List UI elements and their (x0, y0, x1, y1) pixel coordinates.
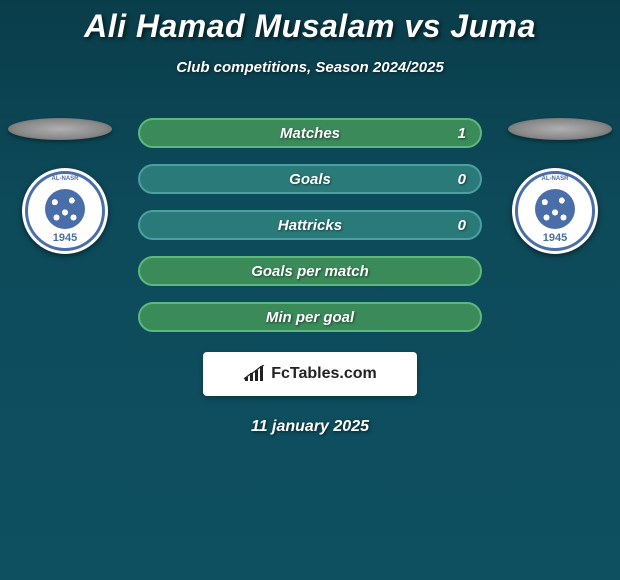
stat-rows: Matches 1 Goals 0 Hattricks 0 Goals per … (138, 118, 482, 332)
brand-box: FcTables.com (203, 352, 417, 396)
page-title: Ali Hamad Musalam vs Juma (0, 8, 620, 45)
club-year-right: 1945 (543, 232, 567, 244)
player-placeholder-left (8, 118, 112, 140)
stat-row-goals-per-match: Goals per match (138, 256, 482, 286)
date-text: 11 january 2025 (0, 418, 620, 436)
subtitle: Club competitions, Season 2024/2025 (0, 59, 620, 76)
club-badge-right: AL-NASR 1945 (512, 168, 598, 254)
club-year-left: 1945 (53, 232, 77, 244)
stat-row-hattricks: Hattricks 0 (138, 210, 482, 240)
soccer-ball-icon (45, 189, 85, 229)
stat-label-matches: Matches (280, 125, 340, 142)
stat-label-hattricks: Hattricks (278, 217, 342, 234)
infographic-container: Ali Hamad Musalam vs Juma Club competiti… (0, 0, 620, 436)
stat-right-hattricks: 0 (458, 217, 466, 234)
stat-label-mpg: Min per goal (266, 309, 354, 326)
stat-row-matches: Matches 1 (138, 118, 482, 148)
club-badge-left: AL-NASR 1945 (22, 168, 108, 254)
club-top-text-left: AL-NASR (52, 176, 79, 182)
stat-right-matches: 1 (458, 125, 466, 142)
stat-right-goals: 0 (458, 171, 466, 188)
club-top-text-right: AL-NASR (542, 176, 569, 182)
brand-label: FcTables.com (271, 365, 377, 383)
stat-row-goals: Goals 0 (138, 164, 482, 194)
stat-label-gpm: Goals per match (251, 263, 369, 280)
chart-icon (243, 365, 265, 383)
stat-row-min-per-goal: Min per goal (138, 302, 482, 332)
soccer-ball-icon (535, 189, 575, 229)
stat-label-goals: Goals (289, 171, 331, 188)
player-placeholder-right (508, 118, 612, 140)
stats-area: AL-NASR 1945 AL-NASR 1945 Matches 1 Goal… (0, 118, 620, 436)
